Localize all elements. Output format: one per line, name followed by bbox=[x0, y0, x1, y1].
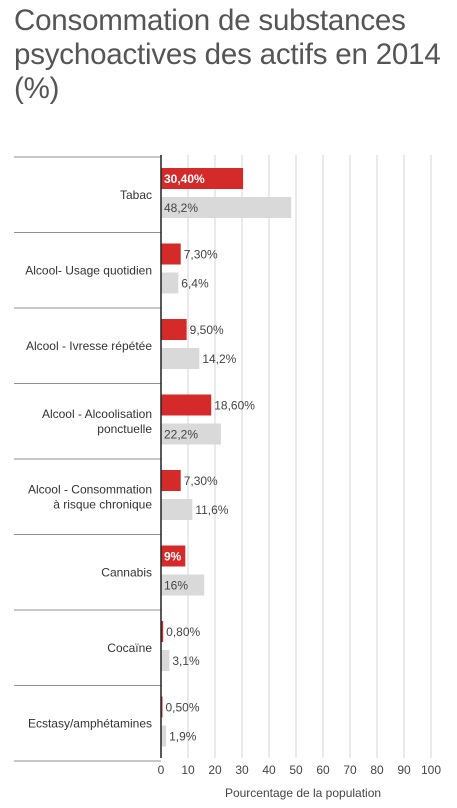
bar-grey bbox=[161, 499, 193, 520]
data-label: 16% bbox=[164, 579, 188, 593]
data-label: 14,2% bbox=[202, 352, 236, 366]
bar-grey bbox=[161, 725, 167, 747]
x-tick-label: 10 bbox=[181, 763, 195, 777]
bar-red bbox=[161, 394, 212, 416]
data-label: 1,9% bbox=[169, 730, 197, 744]
data-label: 0,80% bbox=[166, 625, 200, 639]
category-label: Alcool - Ivresse répétée bbox=[26, 339, 152, 353]
category-label: Ecstasy/amphétamines bbox=[28, 716, 152, 730]
data-label: 22,2% bbox=[164, 428, 198, 442]
bar-grey bbox=[161, 423, 221, 445]
bar-grey bbox=[161, 197, 292, 218]
bar-grey bbox=[161, 650, 170, 671]
data-label: 7,30% bbox=[184, 248, 218, 262]
data-label: 9,50% bbox=[190, 323, 224, 337]
x-tick-label: 0 bbox=[158, 763, 165, 777]
bar-red bbox=[161, 470, 181, 491]
x-tick-label: 40 bbox=[262, 763, 276, 777]
data-label: 48,2% bbox=[164, 201, 198, 215]
data-label: 18,60% bbox=[214, 399, 255, 413]
x-tick-label: 20 bbox=[208, 763, 222, 777]
data-label: 9% bbox=[164, 550, 182, 564]
x-tick-label: 90 bbox=[397, 763, 411, 777]
x-axis-title: Pourcentage de la population bbox=[225, 786, 381, 800]
category-label: Alcool - Alcoolisation bbox=[42, 407, 152, 421]
x-tick-label: 60 bbox=[316, 763, 330, 777]
bar-grey bbox=[161, 574, 205, 596]
x-tick-label: 30 bbox=[235, 763, 249, 777]
chart-title: Consommation de substances psychoactives… bbox=[14, 4, 441, 105]
bar-red bbox=[161, 621, 164, 642]
bar-red bbox=[161, 168, 244, 189]
category-label: ponctuelle bbox=[97, 422, 152, 436]
data-label: 3,1% bbox=[172, 654, 200, 668]
bar-grey bbox=[161, 348, 200, 369]
x-tick-label: 80 bbox=[370, 763, 384, 777]
category-label: à risque chronique bbox=[53, 497, 152, 511]
data-label: 7,30% bbox=[184, 474, 218, 488]
x-tick-label: 100 bbox=[421, 763, 441, 777]
bar-grey bbox=[161, 272, 179, 294]
bar-red bbox=[161, 319, 187, 340]
category-label: Alcool- Usage quotidien bbox=[25, 263, 152, 277]
data-label: 30,40% bbox=[164, 172, 205, 186]
category-label: Cocaïne bbox=[107, 641, 152, 655]
data-label: 11,6% bbox=[195, 503, 228, 517]
category-label: Tabac bbox=[120, 188, 152, 202]
bar-red bbox=[161, 545, 186, 567]
data-label: 0,50% bbox=[166, 701, 200, 715]
x-tick-label: 50 bbox=[289, 763, 303, 777]
bar-red bbox=[161, 243, 181, 265]
data-label: 6,4% bbox=[181, 277, 209, 291]
category-label: Cannabis bbox=[101, 565, 152, 579]
category-label: Alcool - Consommation bbox=[28, 482, 152, 496]
x-tick-label: 70 bbox=[343, 763, 357, 777]
